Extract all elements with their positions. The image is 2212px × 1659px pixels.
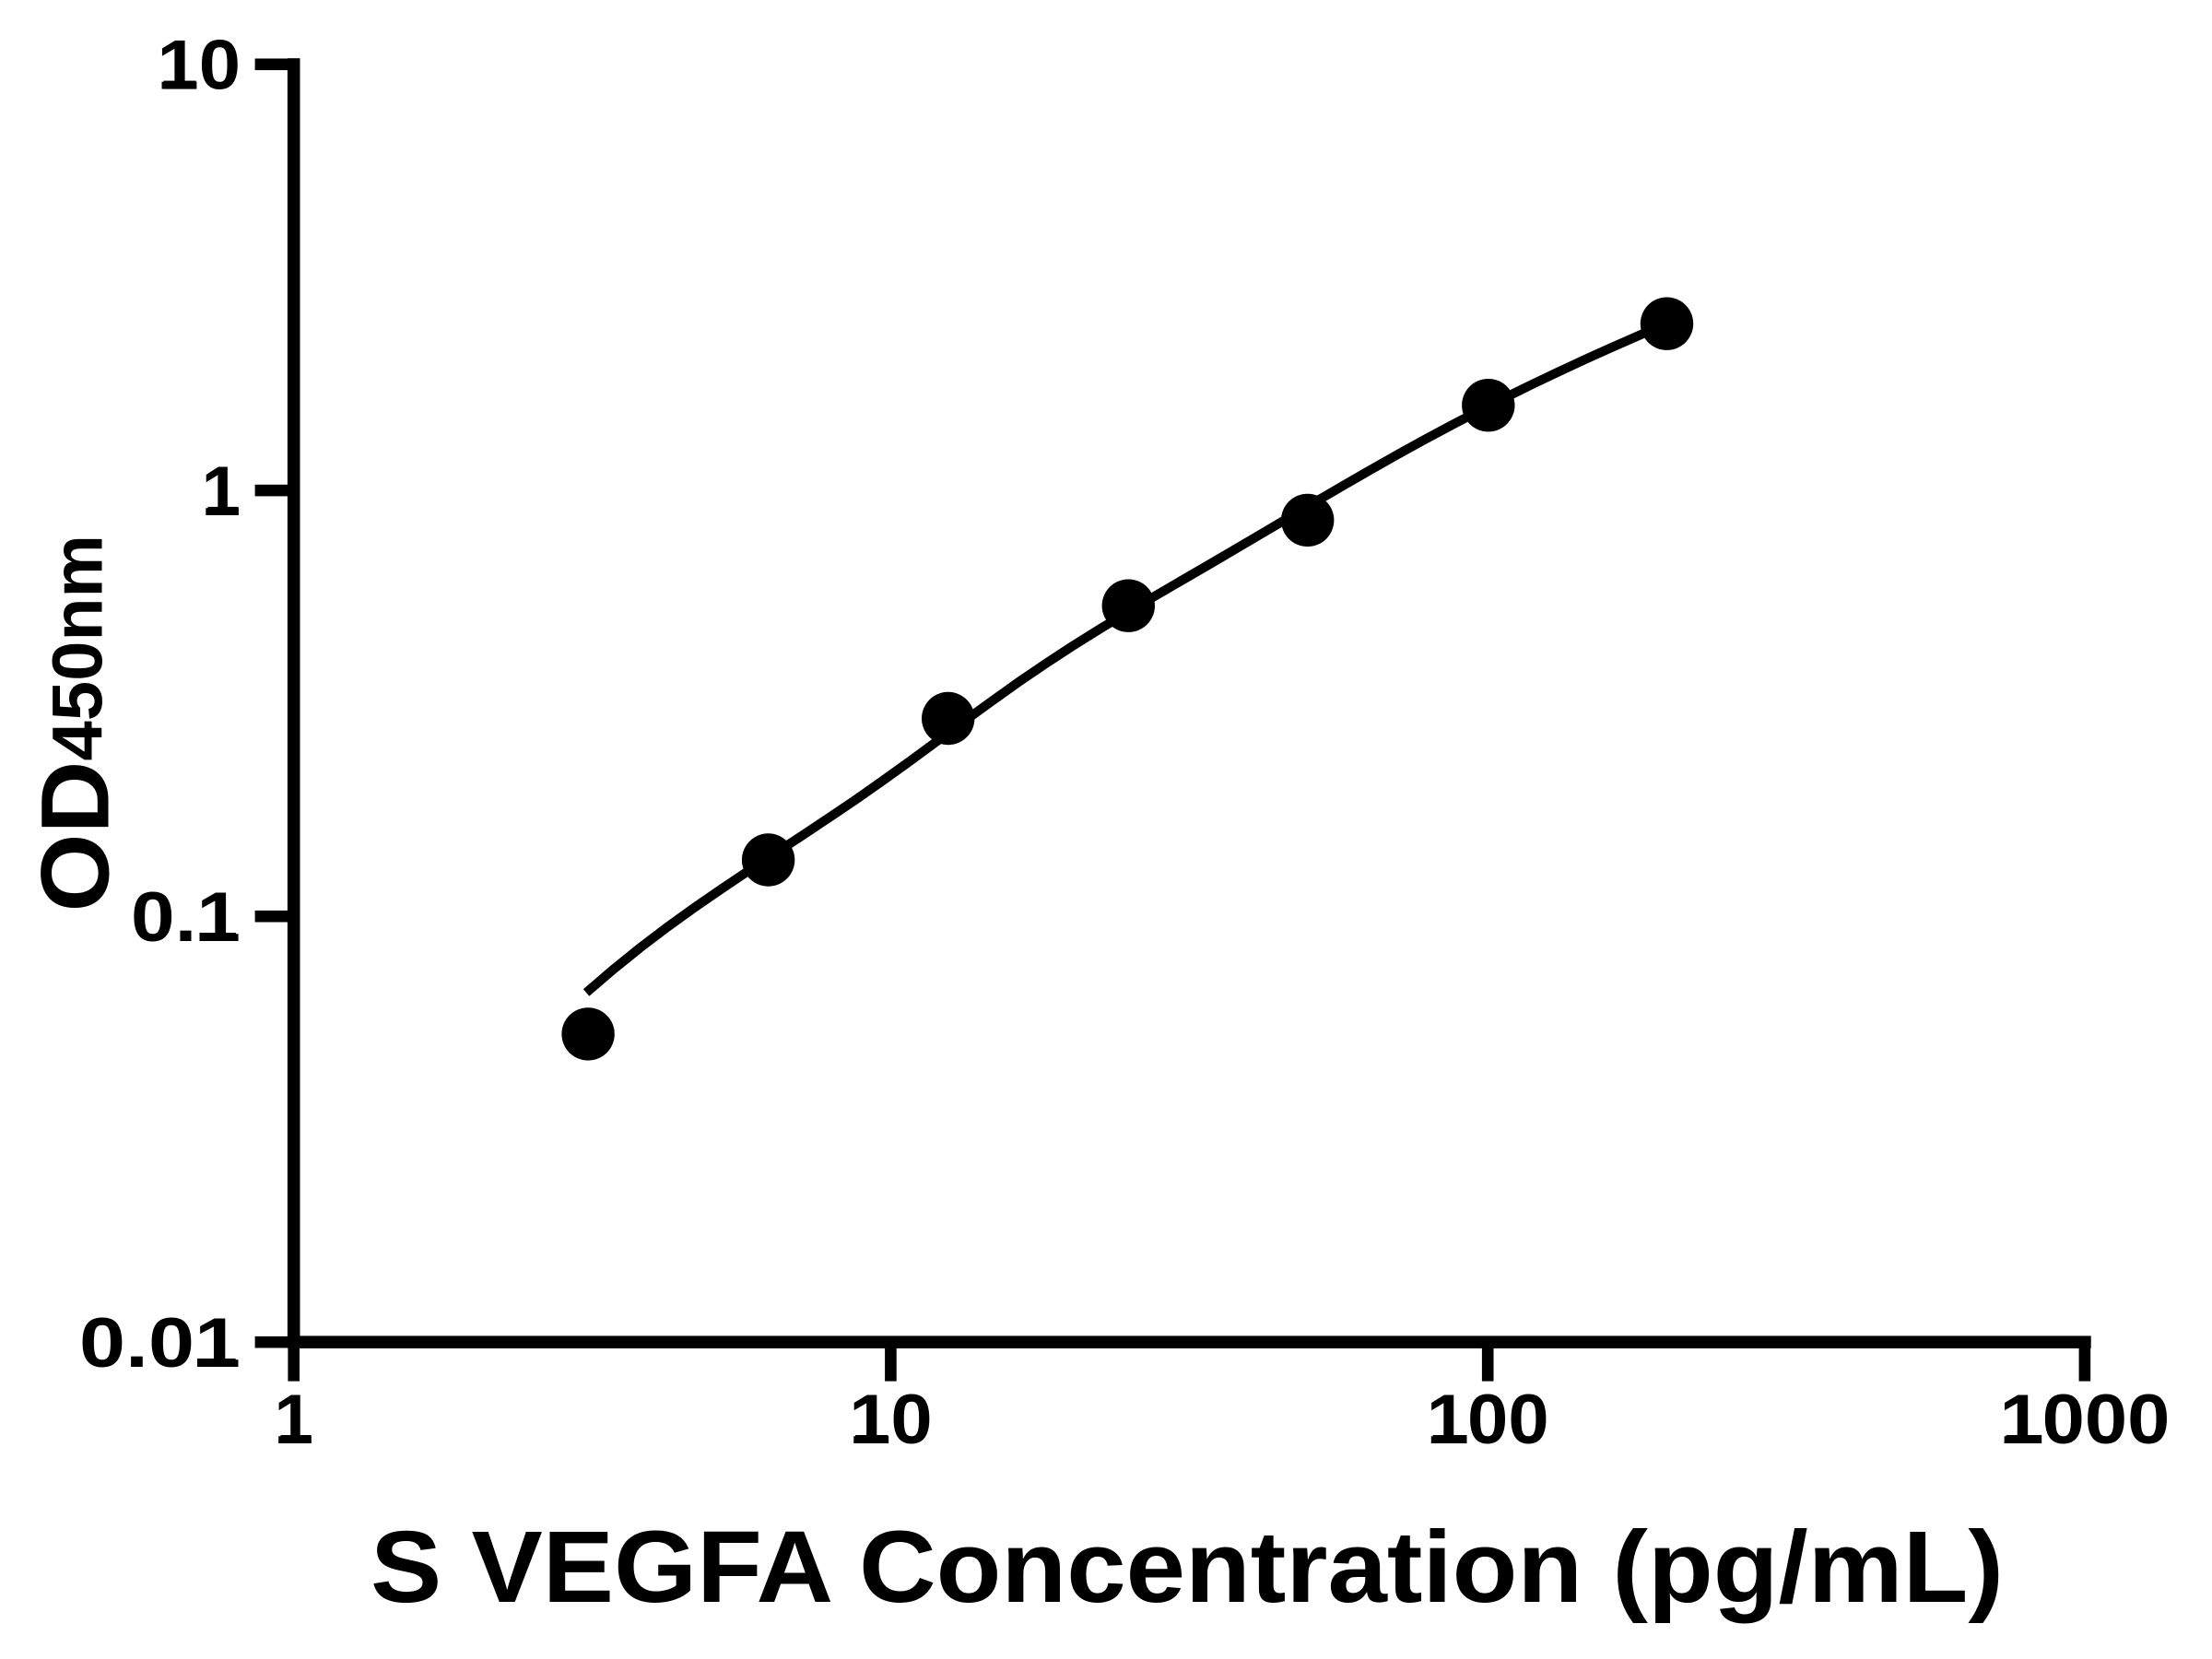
svg-text:1000: 1000 [1999, 1381, 2170, 1459]
svg-text:0.1: 0.1 [131, 878, 241, 957]
svg-text:1: 1 [201, 453, 241, 531]
svg-text:0.01: 0.01 [79, 1304, 241, 1382]
svg-text:100: 100 [1427, 1381, 1549, 1459]
svg-text:10: 10 [157, 27, 241, 105]
svg-text:S VEGFA Concentration (pg/mL): S VEGFA Concentration (pg/mL) [371, 1511, 2004, 1624]
svg-text:10: 10 [849, 1381, 933, 1459]
svg-text:OD450nm: OD450nm [21, 535, 129, 912]
svg-text:1: 1 [274, 1381, 313, 1459]
